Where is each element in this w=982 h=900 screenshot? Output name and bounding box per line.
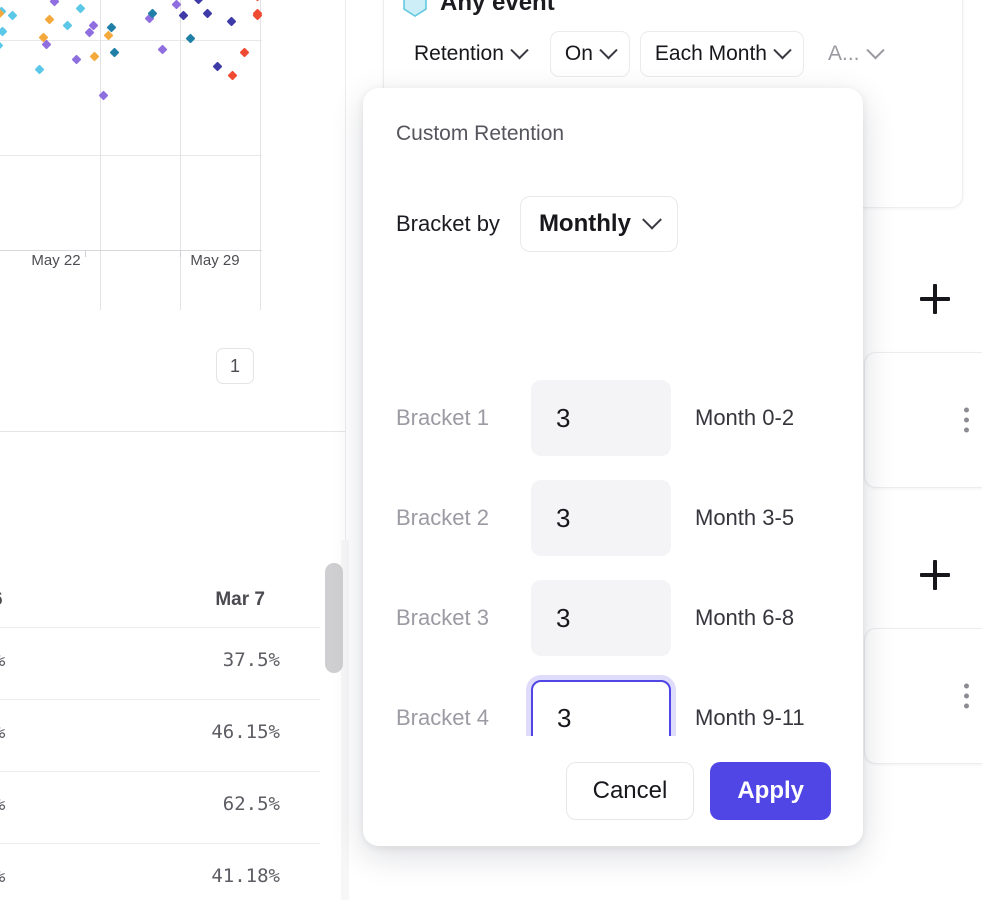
scatter-point xyxy=(49,0,60,6)
table-row[interactable]: % 62.5% xyxy=(0,771,320,843)
bracket-input-3[interactable]: 3 xyxy=(531,580,671,656)
scatter-point xyxy=(71,54,82,65)
table-scrollbar-track[interactable] xyxy=(341,540,349,900)
table-scrollbar-thumb[interactable] xyxy=(325,563,343,673)
scatter-point xyxy=(62,20,73,31)
apply-button[interactable]: Apply xyxy=(710,762,831,820)
scatter-point xyxy=(185,34,196,44)
kebab-menu-icon[interactable] xyxy=(964,407,969,433)
table-header-cell-1: Mar 7 xyxy=(215,589,265,610)
table-cell-left: % xyxy=(0,721,5,743)
table-cell-right: 37.5% xyxy=(222,649,280,671)
bracket-range: Month 3-5 xyxy=(695,505,795,530)
table-cell-left: % xyxy=(0,649,5,671)
table-cell-right: 62.5% xyxy=(222,793,280,815)
kebab-menu-icon[interactable] xyxy=(964,683,969,709)
panel-divider-horizontal xyxy=(0,431,346,432)
chevron-down-icon xyxy=(599,40,618,59)
custom-retention-modal: Custom Retention Bracket by Monthly Brac… xyxy=(363,88,863,846)
chevron-down-icon xyxy=(773,40,792,59)
chevron-down-icon xyxy=(510,40,529,59)
scatter-point xyxy=(240,47,250,58)
pill-on[interactable]: On xyxy=(549,31,630,77)
chart-panel: May 22 May 29 1 xyxy=(0,0,346,432)
bracket-range: Month 6-8 xyxy=(695,605,795,630)
bracket-range: Month 9-11 xyxy=(695,705,805,730)
scatter-point xyxy=(89,51,100,61)
scatter-point xyxy=(227,70,237,81)
add-step-button[interactable] xyxy=(920,284,950,314)
pill-retention[interactable]: Retention xyxy=(400,31,540,77)
pill-each-month[interactable]: Each Month xyxy=(639,31,804,77)
pill-label: On xyxy=(564,42,593,65)
table-header-row: 6 Mar 7 xyxy=(0,560,320,627)
table-cell-right: 41.18% xyxy=(211,865,280,887)
scatter-point xyxy=(157,44,168,55)
table-cell-left: % xyxy=(0,793,5,815)
modal-title: Custom Retention xyxy=(396,122,565,145)
table-cell-right: 46.15% xyxy=(211,721,280,743)
cancel-button[interactable]: Cancel xyxy=(565,762,695,820)
bracket-by-row: Bracket by Monthly xyxy=(396,196,678,252)
add-step-button[interactable] xyxy=(920,560,950,590)
scatter-point xyxy=(34,64,45,75)
chevron-down-icon xyxy=(865,40,885,59)
chart-page-chip[interactable]: 1 xyxy=(216,348,254,384)
bracket-row-1: Bracket 1 3 Month 0-2 xyxy=(396,368,836,468)
pill-label: Each Month xyxy=(654,42,767,65)
pill-label: A... xyxy=(828,42,860,65)
modal-footer: Cancel Apply xyxy=(363,736,863,846)
bracket-label: Bracket 1 xyxy=(396,405,489,430)
scatter-point xyxy=(109,47,120,58)
bracket-input-1[interactable]: 3 xyxy=(531,380,671,456)
table-header-cell-0: 6 xyxy=(0,589,3,611)
table-row[interactable]: % 41.18% xyxy=(0,843,320,900)
chevron-down-icon xyxy=(642,209,662,230)
table-row[interactable]: % 46.15% xyxy=(0,699,320,771)
scatter-point xyxy=(42,39,52,50)
scatter-point xyxy=(202,8,213,18)
bracket-label: Bracket 4 xyxy=(396,705,489,730)
bracket-row-2: Bracket 2 3 Month 3-5 xyxy=(396,468,836,568)
query-pill-row: Retention On Each Month A... xyxy=(400,31,896,77)
event-label: Any event xyxy=(440,0,555,16)
bracket-by-label: Bracket by xyxy=(396,211,500,236)
bracket-input-2[interactable]: 3 xyxy=(531,480,671,556)
bracket-label: Bracket 3 xyxy=(396,605,489,630)
scatter-point xyxy=(7,10,18,21)
scatter-point xyxy=(226,16,237,27)
scatter-point xyxy=(193,0,204,5)
panel-divider-vertical xyxy=(345,0,346,900)
step-card[interactable] xyxy=(864,352,982,488)
scatter-point xyxy=(212,61,223,72)
bracket-by-select[interactable]: Monthly xyxy=(519,196,678,252)
bracket-label: Bracket 2 xyxy=(396,505,489,530)
table-row[interactable]: % 37.5% xyxy=(0,627,320,699)
x-tick-label-1: May 29 xyxy=(190,252,240,269)
table-cell-left: % xyxy=(0,865,5,887)
scatter-plot: May 22 May 29 xyxy=(0,0,263,310)
step-card[interactable] xyxy=(864,628,982,764)
scatter-point xyxy=(44,14,55,25)
bracket-by-value: Monthly xyxy=(538,210,631,237)
pill-truncated[interactable]: A... xyxy=(814,31,896,77)
bracket-range: Month 0-2 xyxy=(695,405,795,430)
scatter-point xyxy=(0,26,8,37)
event-row[interactable]: Any event xyxy=(402,0,555,17)
bracket-row-3: Bracket 3 3 Month 6-8 xyxy=(396,568,836,668)
hexagon-icon xyxy=(402,0,428,17)
pill-label: Retention xyxy=(414,42,504,65)
x-tick-label-0: May 22 xyxy=(31,252,81,269)
scatter-point xyxy=(0,40,4,51)
scatter-point xyxy=(75,3,86,14)
retention-table: 6 Mar 7 % 37.5% % 46.15% % 62.5% % 41.18… xyxy=(0,560,346,900)
